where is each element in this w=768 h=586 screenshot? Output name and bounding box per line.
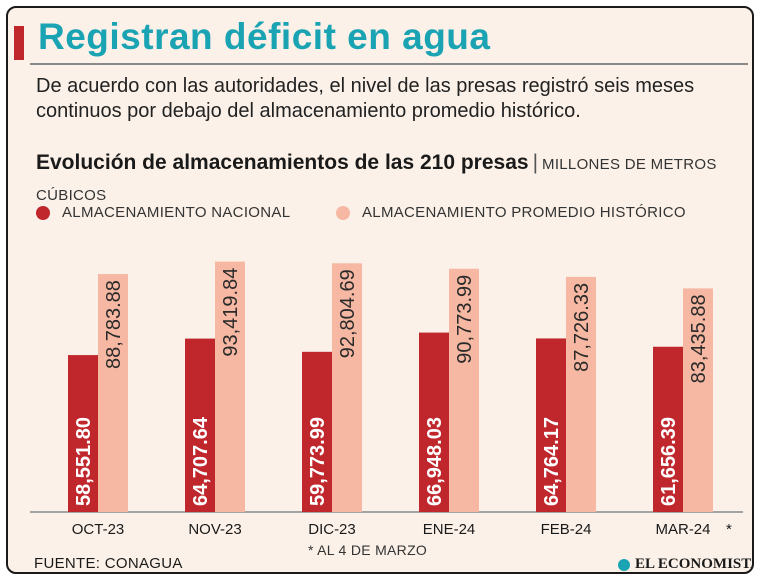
data-label-historic-nov-23: 93,419.84 — [220, 268, 242, 357]
infographic-card: Registran déficit en agua De acuerdo con… — [6, 6, 754, 574]
data-label-national-ene-24: 66,948.03 — [424, 417, 446, 506]
source-credit: FUENTE: CONAGUA — [34, 555, 183, 572]
data-label-national-nov-23: 64,707.64 — [190, 416, 212, 506]
bar-historic-nov-23 — [215, 261, 245, 512]
chart-units: MILLONES DE METROS CÚBICOS — [36, 156, 717, 204]
data-label-historic-feb-24: 87,726.33 — [571, 283, 593, 372]
x-tick-footnote-mark: * — [726, 521, 732, 538]
legend-item-national: ALMACENAMIENTO NACIONAL — [36, 204, 290, 221]
x-tick-label-dic-23: DIC-23 — [308, 521, 356, 538]
data-label-historic-dic-23: 92,804.69 — [337, 269, 359, 358]
legend-label-national: ALMACENAMIENTO NACIONAL — [62, 204, 291, 221]
data-label-national-feb-24: 64,764.17 — [541, 417, 563, 506]
x-tick-label-oct-23: OCT-23 — [72, 521, 125, 538]
x-tick-label-mar-24: MAR-24 — [655, 521, 710, 538]
data-label-national-mar-24: 61,656.39 — [658, 417, 680, 506]
chart-title: Evolución de almacenamientos de las 210 … — [36, 148, 746, 210]
publisher-logo: EL ECONOMISTA — [618, 556, 754, 572]
chart-title-separator: | — [532, 151, 539, 174]
bar-historic-mar-24 — [683, 288, 713, 512]
x-tick-label-ene-24: ENE-24 — [423, 521, 476, 538]
chart-title-main: Evolución de almacenamientos de las 210 … — [36, 151, 529, 174]
title-accent-bar — [14, 26, 24, 60]
bar-national-oct-23 — [68, 355, 98, 512]
data-label-historic-mar-24: 83,435.88 — [688, 294, 710, 383]
bar-national-dic-23 — [302, 351, 332, 512]
bar-chart: 58,551.80 88,783.88 OCT-23 64,707.64 93,419.… — [30, 261, 743, 538]
logo-icon — [618, 558, 630, 571]
legend-swatch-national — [36, 205, 50, 220]
data-label-national-oct-23: 58,551.80 — [73, 417, 95, 506]
logo-text: EL ECONOMISTA — [635, 556, 754, 572]
data-label-historic-oct-23: 88,783.88 — [103, 280, 125, 369]
data-label-historic-ene-24: 90,773.99 — [454, 275, 476, 364]
x-tick-label-feb-24: FEB-24 — [541, 521, 592, 538]
footnote: * AL 4 DE MARZO — [308, 542, 428, 558]
data-label-national-dic-23: 59,773.99 — [307, 417, 329, 506]
legend-item-historic: ALMACENAMIENTO PROMEDIO HISTÓRICO — [336, 204, 686, 221]
bar-national-nov-23 — [185, 338, 215, 512]
bar-historic-ene-24 — [449, 268, 479, 512]
page-title: Registran déficit en agua — [38, 16, 491, 57]
bar-historic-oct-23 — [98, 274, 128, 512]
bar-national-feb-24 — [536, 338, 566, 512]
legend-swatch-historic — [336, 205, 350, 220]
chart-legend: ALMACENAMIENTO NACIONAL ALMACENAMIENTO P… — [36, 204, 752, 228]
bar-historic-dic-23 — [332, 263, 362, 512]
title-divider — [30, 63, 748, 65]
bar-national-ene-24 — [419, 332, 449, 512]
legend-label-historic: ALMACENAMIENTO PROMEDIO HISTÓRICO — [362, 204, 686, 221]
bar-national-mar-24 — [653, 346, 683, 512]
bar-historic-feb-24 — [566, 276, 596, 512]
subtitle: De acuerdo con las autoridades, el nivel… — [36, 75, 695, 122]
x-tick-label-nov-23: NOV-23 — [188, 521, 241, 538]
